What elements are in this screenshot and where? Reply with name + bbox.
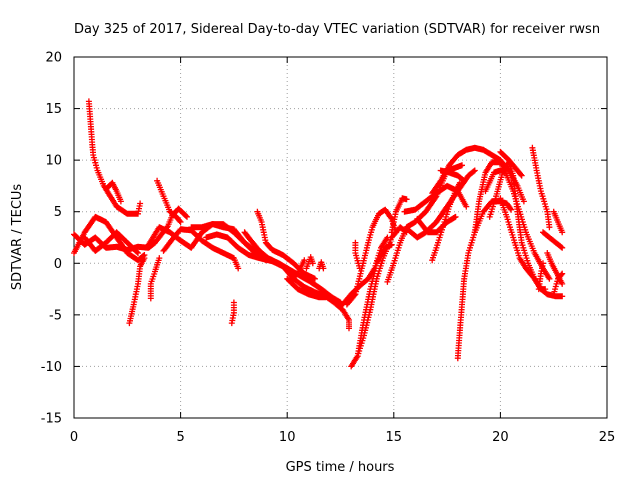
series-13 (228, 299, 237, 327)
plus-markers (540, 229, 566, 251)
series-10 (160, 226, 242, 272)
series-5 (81, 229, 141, 256)
plus-markers (154, 177, 184, 225)
plus-markers (160, 226, 242, 272)
series-37 (497, 148, 525, 179)
plus-markers (81, 229, 141, 256)
series-2 (85, 98, 144, 217)
plus-markers (303, 254, 316, 272)
plus-markers (429, 179, 463, 264)
y-tick-label: -10 (41, 360, 62, 375)
y-tick-label: 5 (54, 205, 62, 220)
series-17 (288, 257, 308, 282)
series-36 (482, 167, 508, 195)
plus-markers (535, 260, 546, 293)
y-tick-label: 15 (45, 102, 62, 117)
series-19 (316, 259, 327, 272)
series-42 (550, 270, 566, 298)
y-tick-label: 10 (45, 154, 62, 169)
axis-ticks (73, 56, 608, 419)
plus-markers (354, 241, 395, 360)
plus-markers (482, 167, 508, 195)
plus-markers (228, 299, 237, 327)
series-4 (71, 213, 148, 264)
plus-markers (529, 144, 553, 231)
chart-title: Day 325 of 2017, Sidereal Day-to-day VTE… (74, 22, 600, 37)
series-40 (535, 260, 546, 293)
y-tick-label: 0 (54, 257, 62, 272)
series-6 (126, 255, 148, 327)
series-25 (388, 195, 410, 236)
x-tick-label: 20 (492, 430, 509, 445)
y-tick-label: -15 (41, 412, 62, 427)
y-tick-label: -5 (49, 308, 62, 323)
plus-markers (550, 208, 566, 236)
x-tick-label: 10 (279, 430, 296, 445)
series-28 (401, 182, 470, 215)
plus-markers (147, 255, 163, 302)
plus-markers (71, 213, 148, 264)
plus-markers (316, 259, 327, 272)
series-3 (103, 179, 124, 205)
x-tick-label: 25 (599, 430, 616, 445)
series-24 (352, 239, 363, 272)
plus-markers (126, 255, 148, 327)
series-44 (540, 229, 566, 251)
x-tick-labels: 0 5 10 15 20 25 (70, 430, 615, 445)
x-tick-label: 0 (70, 430, 78, 445)
series-23 (354, 241, 395, 360)
series-16 (284, 275, 329, 301)
series-43 (550, 208, 566, 236)
y-tick-labels: -15 -10 -5 0 5 10 15 20 (41, 51, 62, 427)
x-tick-label: 5 (176, 430, 184, 445)
y-tick-label: 20 (45, 51, 62, 66)
series-31 (429, 179, 463, 264)
series-18 (303, 254, 316, 272)
plus-markers (103, 179, 124, 205)
plus-markers (284, 275, 329, 301)
plus-markers (352, 239, 363, 272)
x-tick-label: 15 (386, 430, 403, 445)
plus-markers (401, 182, 470, 215)
x-axis-label: GPS time / hours (286, 460, 395, 475)
series-8 (154, 177, 184, 225)
y-axis-label: SDTVAR / TECUs (10, 184, 25, 291)
data-points (71, 98, 566, 370)
plus-markers (288, 257, 308, 282)
plus-markers (388, 195, 410, 236)
series-39 (529, 144, 553, 231)
plus-markers (437, 167, 468, 184)
plus-markers (550, 270, 566, 298)
series-32 (437, 167, 468, 184)
plus-markers (254, 208, 318, 282)
series-7 (147, 255, 163, 302)
plus-markers (85, 98, 144, 217)
series-15 (254, 208, 318, 282)
plus-markers (497, 148, 525, 179)
